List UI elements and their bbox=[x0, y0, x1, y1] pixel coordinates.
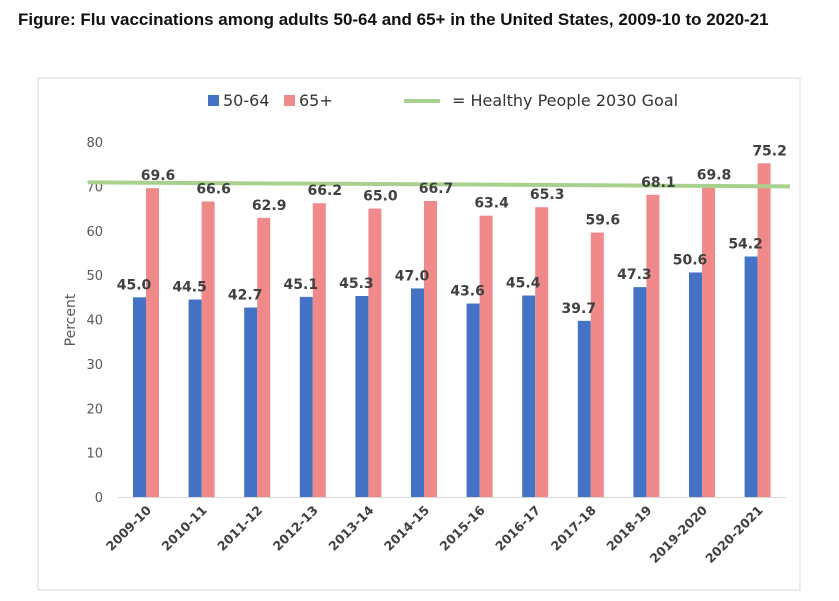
data-label: 59.6 bbox=[586, 213, 621, 229]
bar-50-64-2015-16 bbox=[466, 303, 480, 497]
bar-65plus-2011-12 bbox=[257, 217, 271, 497]
bar-50-64-2019-2020 bbox=[689, 272, 702, 497]
bar-65plus-2014-15 bbox=[424, 201, 437, 498]
x-tick-label: 2012-13 bbox=[270, 503, 321, 554]
bar-65plus-2010-11 bbox=[201, 201, 215, 497]
data-label: 50.6 bbox=[673, 252, 708, 268]
data-label: 69.6 bbox=[141, 168, 176, 184]
legend-swatch-65plus bbox=[284, 95, 295, 106]
goal-line bbox=[87, 180, 791, 189]
data-label: 39.7 bbox=[562, 301, 597, 317]
bar-65plus-2009-10 bbox=[146, 188, 159, 497]
y-tick-label: 40 bbox=[86, 314, 103, 329]
x-tick-label: 2010-11 bbox=[159, 503, 210, 554]
data-label: 66.2 bbox=[308, 183, 343, 199]
x-tick-label: 2017-18 bbox=[548, 503, 599, 554]
legend-label-goal: = Healthy People 2030 Goal bbox=[452, 91, 678, 110]
bar-65plus-2016-17 bbox=[535, 207, 549, 497]
data-label: 45.0 bbox=[117, 277, 152, 293]
y-tick-label: 30 bbox=[86, 358, 103, 373]
bar-50-64-2016-17 bbox=[522, 295, 536, 497]
data-label: 54.2 bbox=[728, 236, 763, 252]
x-tick-label: 2014-15 bbox=[381, 503, 432, 554]
y-tick-label: 10 bbox=[86, 447, 103, 462]
x-tick-label: 2009-10 bbox=[103, 502, 154, 553]
data-label: 75.2 bbox=[752, 143, 787, 159]
y-tick-label: 0 bbox=[95, 491, 103, 506]
bar-65plus-2015-16 bbox=[479, 215, 493, 497]
bar-50-64-2020-2021 bbox=[744, 256, 758, 497]
data-label: 44.5 bbox=[172, 280, 207, 296]
data-label: 63.4 bbox=[474, 196, 509, 212]
bar-65plus-2019-2020 bbox=[702, 187, 715, 497]
data-label: 43.6 bbox=[450, 284, 485, 300]
data-label: 68.1 bbox=[641, 175, 676, 191]
chart-title: Figure: Flu vaccinations among adults 50… bbox=[18, 10, 769, 29]
bar-50-64-2012-13 bbox=[299, 296, 313, 497]
bar-65plus-2017-18 bbox=[590, 232, 604, 497]
bar-65plus-2018-19 bbox=[646, 194, 660, 497]
bar-50-64-2018-19 bbox=[633, 287, 647, 497]
x-tick-label: 2011-12 bbox=[214, 503, 265, 554]
data-label: 62.9 bbox=[252, 198, 287, 214]
legend: 50-64 65+ = Healthy People 2030 Goal bbox=[208, 91, 678, 110]
data-label: 66.7 bbox=[419, 181, 454, 197]
legend-swatch-50-64 bbox=[208, 95, 219, 106]
y-tick-label: 20 bbox=[86, 402, 103, 417]
legend-label-65plus: 65+ bbox=[299, 91, 333, 110]
data-label: 65.0 bbox=[363, 189, 398, 205]
data-label: 42.7 bbox=[228, 288, 263, 304]
data-label: 47.0 bbox=[395, 268, 430, 284]
data-label: 45.1 bbox=[284, 277, 319, 293]
chart-frame bbox=[37, 77, 801, 591]
x-tick-label: 2015-16 bbox=[437, 502, 488, 553]
bar-50-64-2010-11 bbox=[188, 299, 202, 497]
data-label: 65.3 bbox=[530, 187, 565, 203]
data-label: 45.4 bbox=[506, 276, 541, 292]
x-tick-label: 2019-2020 bbox=[647, 502, 711, 566]
data-label: 66.6 bbox=[196, 181, 231, 197]
bar-50-64-2013-14 bbox=[355, 295, 369, 497]
y-tick-label: 60 bbox=[86, 225, 103, 240]
x-tick-label: 2016-17 bbox=[492, 503, 543, 554]
data-label: 69.8 bbox=[697, 167, 732, 183]
bar-50-64-2014-15 bbox=[411, 288, 424, 497]
bar-65plus-2013-14 bbox=[368, 208, 382, 497]
bar-50-64-2011-12 bbox=[244, 307, 258, 497]
bar-65plus-2020-2021 bbox=[757, 163, 771, 498]
bar-50-64-2017-18 bbox=[577, 320, 591, 497]
x-tick-label: 2013-14 bbox=[325, 502, 376, 553]
y-tick-label: 50 bbox=[86, 269, 103, 284]
y-axis-label: Percent bbox=[63, 293, 79, 346]
legend-label-50-64: 50-64 bbox=[223, 91, 270, 110]
bar-65plus-2012-13 bbox=[312, 203, 326, 498]
bar-50-64-2009-10 bbox=[133, 297, 146, 497]
data-label: 45.3 bbox=[339, 276, 374, 292]
y-tick-label: 80 bbox=[86, 136, 103, 151]
x-tick-label: 2020-2021 bbox=[702, 503, 765, 566]
x-tick-label: 2018-19 bbox=[603, 503, 654, 554]
data-label: 47.3 bbox=[617, 267, 652, 283]
